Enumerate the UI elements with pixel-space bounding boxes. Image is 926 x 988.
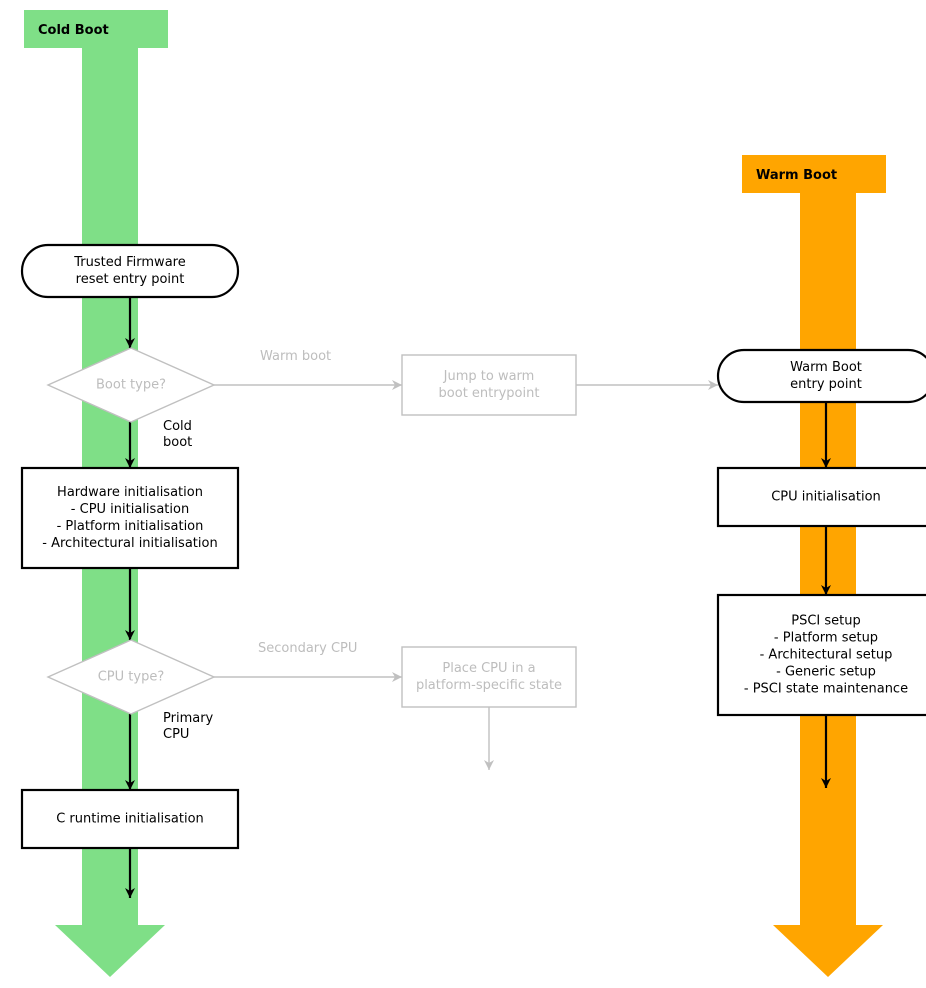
node-text: - PSCI state maintenance <box>744 682 908 697</box>
node-cpu_type: CPU type? <box>48 640 214 714</box>
node-text: Warm Boot <box>790 360 862 375</box>
edge-label: CPU <box>163 727 189 742</box>
node-text: Boot type? <box>96 378 166 393</box>
edge-label: Primary <box>163 711 214 726</box>
node-text: Place CPU in a <box>442 661 535 676</box>
node-text: PSCI setup <box>791 614 861 629</box>
flowchart-canvas: Cold Boot Warm Boot Coldboot Warm boot Secon… <box>0 0 926 988</box>
node-text: - CPU initialisation <box>71 502 189 517</box>
node-hw_init: Hardware initialisation - CPU initialisa… <box>22 468 238 568</box>
node-text: - Architectural setup <box>760 648 893 663</box>
node-psci: PSCI setup - Platform setup - Architectu… <box>718 595 926 715</box>
warm-boot-arrow: Warm Boot <box>742 155 886 977</box>
node-text: - Platform setup <box>774 631 878 646</box>
node-text: Hardware initialisation <box>57 485 203 500</box>
big-arrow-label: Warm Boot <box>756 168 837 183</box>
node-boot_type: Boot type? <box>48 348 214 422</box>
node-text: reset entry point <box>76 272 185 287</box>
node-text: platform-specific state <box>416 678 562 693</box>
edge-label: boot <box>163 435 192 450</box>
node-text: boot entrypoint <box>439 386 540 401</box>
node-text: C runtime initialisation <box>56 812 204 827</box>
node-text: - Generic setup <box>776 665 876 680</box>
node-warm_entry: Warm Boot entry point <box>718 350 926 402</box>
edge-label: Cold <box>163 419 192 434</box>
edge-label: Warm boot <box>260 349 331 364</box>
node-text: CPU initialisation <box>771 490 881 505</box>
node-text: Jump to warm <box>443 369 535 384</box>
node-text: Trusted Firmware <box>73 255 185 270</box>
edge-label: Secondary CPU <box>258 641 357 656</box>
node-place_cpu: Place CPU in a platform-specific state <box>402 647 576 707</box>
node-trusted_fw: Trusted Firmware reset entry point <box>22 245 238 297</box>
node-cpu_init: CPU initialisation <box>718 468 926 526</box>
big-arrow-label: Cold Boot <box>38 23 109 38</box>
node-text: - Architectural initialisation <box>42 536 217 551</box>
node-text: entry point <box>790 377 862 392</box>
node-c_runtime: C runtime initialisation <box>22 790 238 848</box>
node-text: - Platform initialisation <box>57 519 204 534</box>
node-text: CPU type? <box>98 670 165 685</box>
node-jump_warm: Jump to warm boot entrypoint <box>402 355 576 415</box>
nodes-layer: Trusted Firmware reset entry point Boot ty… <box>22 245 926 848</box>
